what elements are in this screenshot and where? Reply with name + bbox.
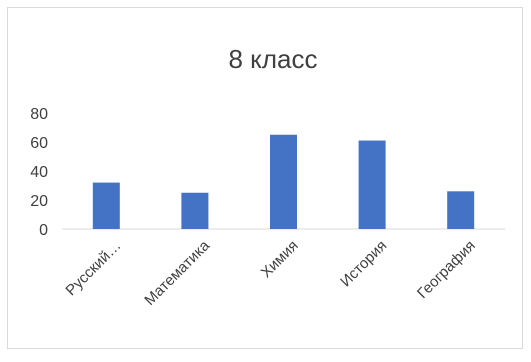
y-tick-label: 40 (30, 164, 48, 181)
chart-title: 8 класс (229, 44, 318, 74)
x-tick-label: Химия (258, 237, 302, 281)
bar (92, 182, 120, 229)
y-tick-label: 80 (30, 106, 48, 123)
bars (92, 134, 475, 229)
bar (270, 134, 297, 229)
x-axis-labels: Русский… Математика Химия История География (62, 237, 478, 309)
y-tick-label: 60 (30, 135, 48, 152)
x-tick-label: История (337, 237, 390, 290)
x-tick-label: География (414, 237, 479, 302)
y-tick-label: 20 (30, 193, 48, 210)
chart-area (7, 7, 523, 349)
bar (358, 140, 386, 229)
bar (447, 191, 475, 229)
bar (181, 192, 209, 229)
y-tick-label: 0 (39, 222, 48, 239)
x-tick-label: Русский… (62, 237, 124, 299)
y-axis-ticks: 0 20 40 60 80 (30, 106, 48, 239)
x-tick-label: Математика (141, 237, 213, 309)
